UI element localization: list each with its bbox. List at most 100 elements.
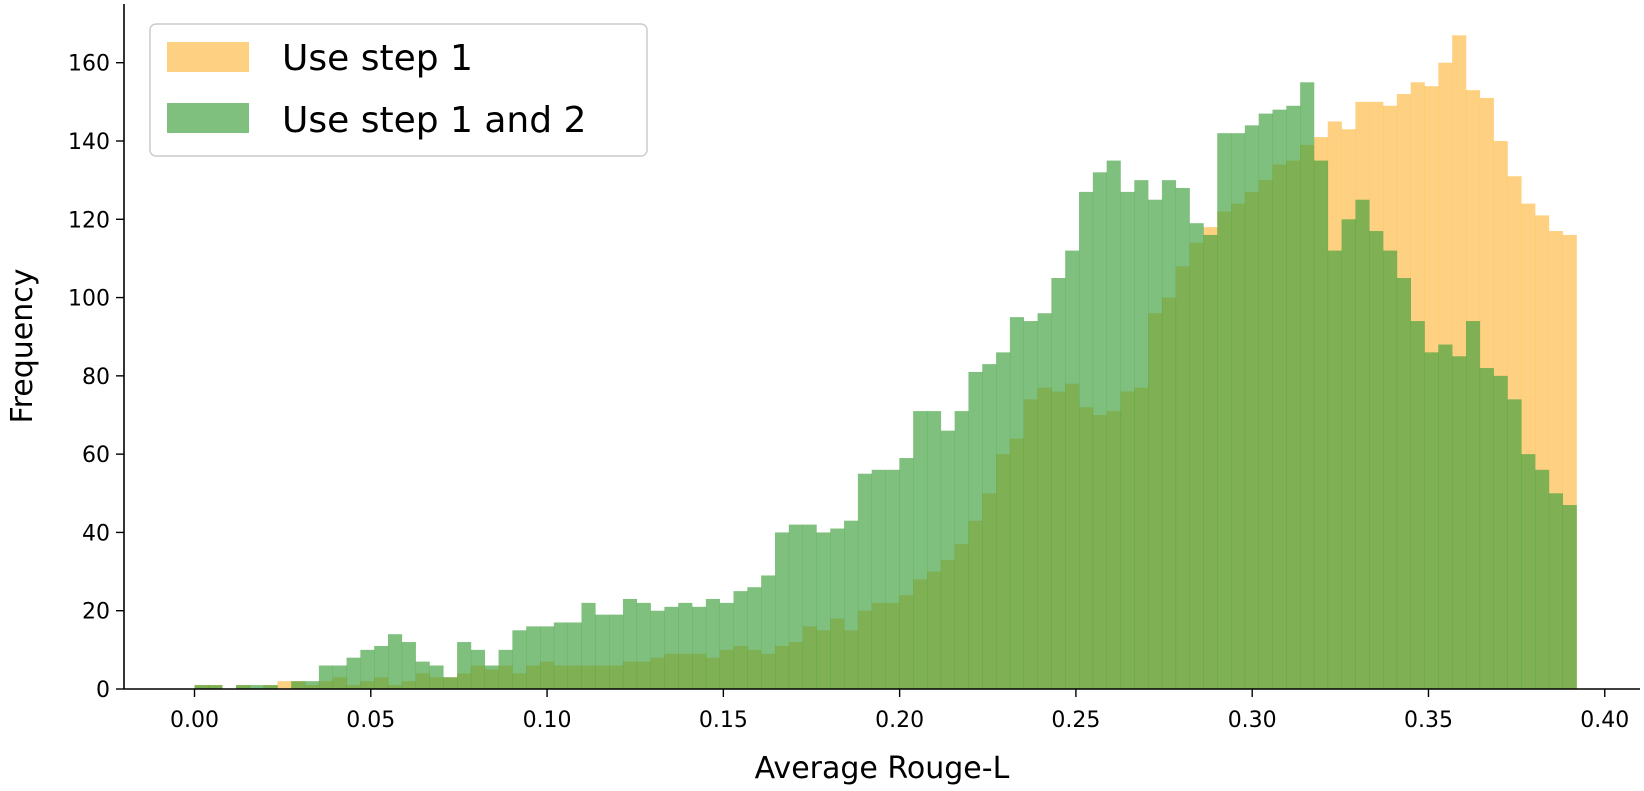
bar [360,649,375,689]
y-axis-label: Frequency [5,269,40,424]
bar [1300,82,1315,690]
legend-label-step1: Use step 1 [282,38,473,79]
bar [1120,191,1135,689]
bar [1369,231,1384,689]
series-2 [194,82,1577,690]
x-tick-label: 0.40 [1580,708,1629,733]
bar [1438,344,1453,689]
bar [1521,454,1536,689]
bar [208,685,223,689]
bar [457,642,472,689]
bar [788,524,803,689]
bar [567,622,582,689]
legend-frame [149,23,648,157]
bar [1023,321,1038,689]
bar [857,473,873,689]
bar [1258,113,1273,690]
bar [1355,199,1370,689]
bar [719,602,734,689]
bar [954,411,969,689]
bar [1341,219,1356,690]
bar [1410,321,1425,689]
bar [913,411,928,689]
bar [553,622,568,689]
bar [609,614,624,689]
bar [484,665,499,689]
bar [940,430,955,689]
bar [429,665,444,689]
legend-label-step1-and-2: Use step 1 and 2 [282,100,586,141]
bar [1037,313,1052,689]
bar [1244,125,1259,690]
y-tick-label: 120 [68,208,110,233]
bar [291,681,306,689]
bar [540,626,555,689]
bar [871,469,886,689]
bar [844,520,859,689]
bar [747,587,762,689]
bar [899,458,914,689]
bar [235,685,251,689]
bar [664,606,679,689]
bar [194,685,209,689]
plot-area [194,35,1577,690]
bar [678,602,693,689]
bar [816,532,831,689]
x-tick-label: 0.05 [346,708,395,733]
legend: Use step 1 Use step 1 and 2 [149,23,648,157]
x-tick-label: 0.10 [523,708,572,733]
bar [512,630,527,689]
x-tick-label: 0.15 [699,708,748,733]
bar [761,575,776,689]
bar [1396,278,1411,689]
bar [1424,352,1439,689]
bar [526,626,541,689]
bar [1065,250,1080,689]
bar [498,649,513,689]
bar [374,645,389,689]
x-tick-label: 0.30 [1228,708,1277,733]
bar [1327,250,1342,689]
bar [885,469,900,689]
bar [443,677,458,689]
bar [387,634,403,689]
bar [636,602,651,689]
bar [1562,505,1577,689]
bar [1383,250,1398,689]
bar [595,614,610,689]
bar [1548,493,1564,689]
bar [1465,321,1481,689]
legend-swatch-step1-and-2 [167,103,249,133]
bar [650,610,665,689]
bar [1313,160,1329,690]
x-tick-label: 0.00 [170,708,219,733]
bar [1231,133,1246,689]
bar [926,411,942,689]
bar [1148,199,1163,689]
bar [1051,278,1066,689]
bar [982,364,997,689]
bar [692,606,707,689]
x-axis-label: Average Rouge-L [755,751,1010,786]
bar [1272,109,1287,689]
bar [1493,375,1508,689]
bar [263,685,278,689]
bar [1452,356,1467,689]
bar [1161,180,1177,689]
bar [249,685,264,689]
bar [1009,317,1025,689]
bar [1203,234,1218,689]
bar [415,661,430,689]
bar [802,524,817,689]
bar [622,598,638,689]
bar [996,352,1011,689]
y-tick-label: 60 [82,443,110,468]
bar [733,591,748,689]
bar [1092,172,1107,690]
bar [1134,180,1149,689]
x-tick-label: 0.35 [1404,708,1453,733]
bar [318,665,334,689]
bar [277,681,292,689]
x-ticks: 0.00 0.05 0.10 0.15 0.20 0.25 0.30 0.35 0.40 [170,689,1629,733]
bar [774,532,790,689]
